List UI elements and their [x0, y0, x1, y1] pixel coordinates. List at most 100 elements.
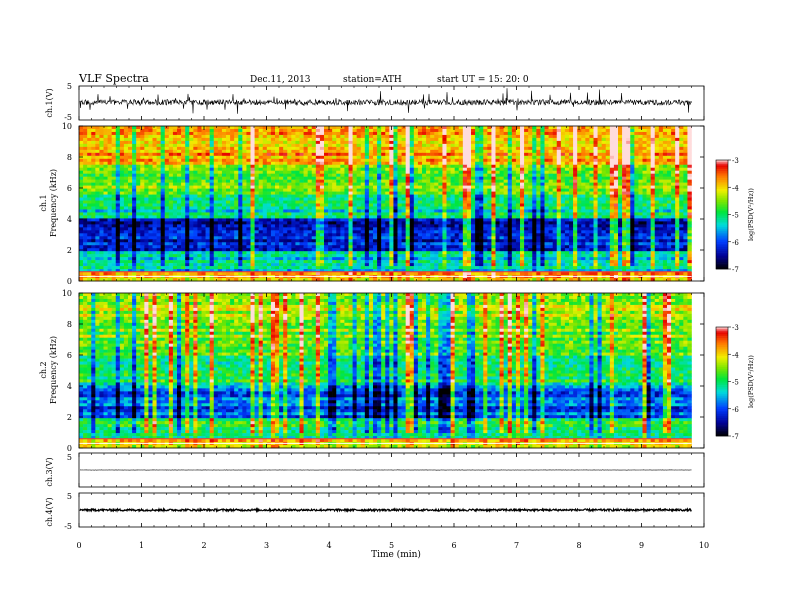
spectrogram-cell	[177, 155, 182, 160]
spectrogram-cell	[209, 215, 215, 219]
spectrogram-cell	[311, 140, 317, 145]
spectrogram-cell	[577, 158, 582, 163]
spectrogram-cell	[422, 158, 427, 163]
spectrogram-cell	[524, 191, 529, 195]
spectrogram-cell	[577, 161, 582, 166]
spectrogram-cell	[266, 221, 272, 225]
spectrogram-cell	[605, 126, 611, 130]
spectrogram-cell	[675, 164, 680, 169]
spectrogram-cell	[213, 221, 219, 225]
spectrogram-cell	[646, 155, 651, 160]
spectrogram-cell	[622, 164, 627, 169]
spectrogram-cell	[626, 191, 631, 195]
spectrogram-cell	[213, 179, 219, 183]
spectrogram-cell	[164, 215, 170, 219]
spectrogram-cell	[483, 126, 488, 130]
spectrogram-cell	[687, 126, 692, 130]
spectrogram-cell	[397, 179, 402, 183]
spectrogram-cell	[642, 161, 647, 166]
spectrogram-cell	[262, 185, 268, 189]
spectrogram-cell	[577, 146, 582, 151]
spectrogram-cell	[254, 149, 259, 154]
spectrogram-cell	[368, 170, 374, 174]
spectrogram-cell	[532, 212, 537, 216]
spectrogram-cell	[430, 137, 435, 142]
spectrogram-cell	[377, 140, 382, 145]
spectrogram-cell	[462, 152, 468, 157]
spectrogram-cell	[123, 218, 129, 222]
spectrogram-cell	[401, 170, 406, 174]
spectrogram-cell	[466, 167, 472, 172]
spectrogram-cell	[569, 179, 574, 183]
spectrogram-cell	[618, 158, 623, 163]
spectrogram-cell	[540, 158, 545, 163]
spectrogram-cell	[430, 170, 435, 174]
spectrogram-cell	[499, 194, 504, 198]
spectrogram-cell	[524, 203, 529, 207]
spectrogram-cell	[193, 128, 198, 133]
spectrogram-cell	[140, 170, 145, 174]
spectrogram-cell	[483, 158, 488, 163]
spectrogram-cell	[675, 206, 680, 210]
spectrogram-cell	[609, 206, 615, 210]
spectrogram-cell	[507, 149, 513, 154]
spectrogram-cell	[605, 158, 611, 163]
spectrogram-cell	[156, 206, 161, 210]
spectrogram-cell	[270, 143, 276, 148]
spectrogram-cell	[569, 188, 574, 192]
spectrogram-cell	[91, 203, 96, 207]
spectrogram-cell	[181, 137, 186, 142]
spectrogram-cell	[230, 176, 235, 180]
spectrogram-cell	[634, 194, 639, 198]
spectrogram-cell	[430, 212, 435, 216]
spectrogram-cell	[622, 161, 627, 166]
spectrogram-cell	[128, 173, 133, 177]
spectrogram-cell	[540, 128, 545, 133]
spectrogram-cell	[585, 194, 590, 198]
spectrogram-cell	[226, 158, 231, 163]
spectrogram-cell	[319, 131, 325, 136]
spectrogram-cell	[332, 209, 337, 213]
spectrogram-cell	[160, 170, 166, 174]
spectrogram-cell	[266, 206, 272, 210]
spectrogram-cell	[148, 164, 153, 169]
spectrogram-cell	[564, 155, 570, 160]
spectrogram-cell	[275, 161, 280, 166]
spectrogram-cell	[671, 152, 676, 157]
spectrogram-cell	[360, 170, 366, 174]
spectrogram-cell	[168, 155, 174, 160]
spectrogram-cell	[593, 191, 598, 195]
spectrogram-cell	[103, 215, 108, 219]
spectrogram-cell	[189, 179, 194, 183]
spectrogram-cell	[377, 185, 382, 189]
spectrogram-cell	[573, 206, 578, 210]
spectrogram-cell	[687, 179, 692, 183]
spectrogram-cell	[483, 188, 488, 192]
spectrogram-cell	[658, 191, 664, 195]
spectrogram-cell	[152, 218, 157, 222]
spectrogram-cell	[172, 209, 178, 213]
spectrogram-cell	[524, 179, 529, 183]
spectrogram-cell	[258, 146, 264, 151]
spectrogram-cell	[250, 164, 255, 169]
spectrogram-cell	[140, 155, 145, 160]
spectrogram-cell	[609, 200, 615, 204]
spectrogram-cell	[217, 173, 223, 177]
spectrogram-cell	[181, 143, 186, 148]
spectrogram-cell	[667, 209, 672, 213]
spectrogram-cell	[136, 158, 141, 163]
spectrogram-cell	[520, 194, 525, 198]
spectrogram-cell	[319, 173, 325, 177]
spectrogram-cell	[577, 131, 582, 136]
spectrogram-cell	[295, 176, 300, 180]
spectrogram-cell	[397, 137, 402, 142]
spectrogram-cell	[364, 155, 370, 160]
spectrogram-cell	[585, 134, 590, 139]
spectrogram-cell	[581, 179, 586, 183]
spectrogram-cell	[630, 149, 635, 154]
spectrogram-cell	[140, 143, 145, 148]
spectrogram-cell	[324, 203, 329, 207]
spectrogram-cell	[209, 158, 215, 163]
spectrogram-cell	[597, 128, 602, 133]
spectrogram-cell	[609, 143, 615, 148]
